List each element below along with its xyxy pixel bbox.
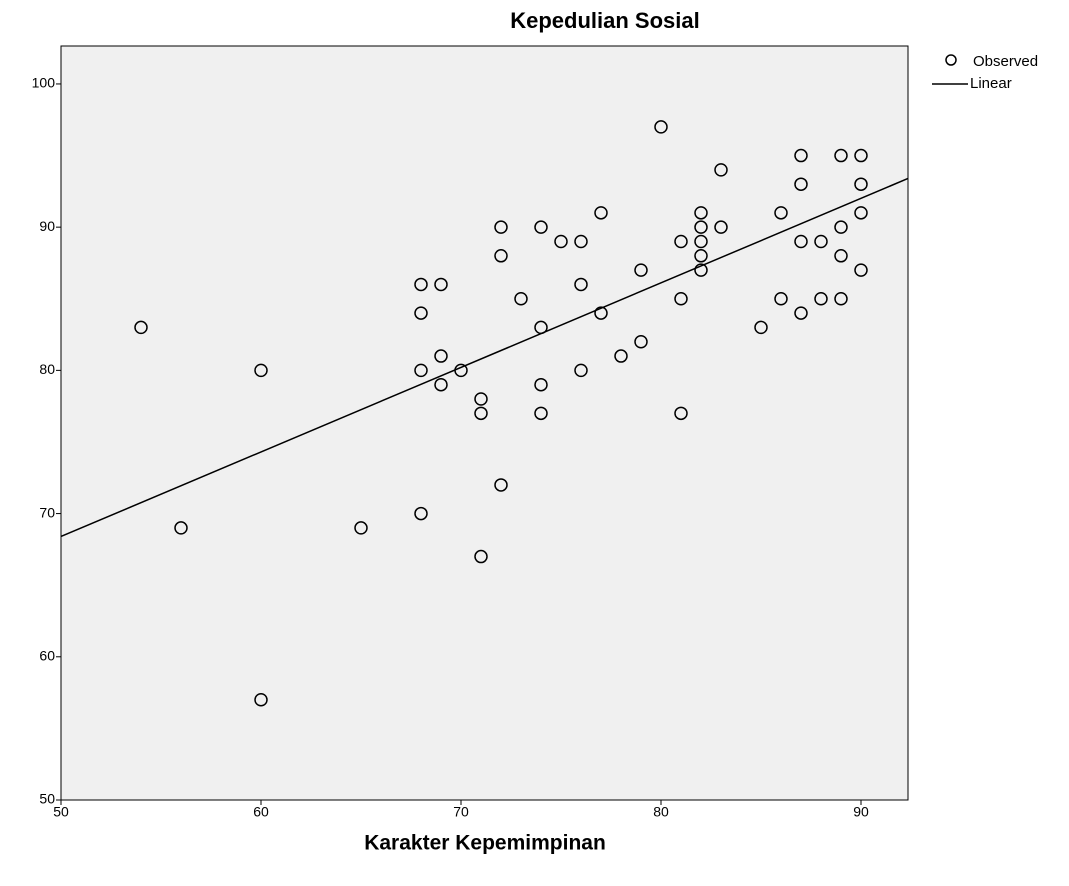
point	[834, 292, 848, 306]
point	[174, 521, 188, 535]
point	[834, 148, 848, 163]
point	[554, 234, 568, 249]
point	[534, 220, 548, 234]
y-tick-label: 80	[39, 361, 55, 377]
point	[574, 277, 588, 292]
point	[594, 206, 608, 220]
point	[434, 377, 448, 392]
point	[774, 292, 788, 306]
y-tick-label: 60	[39, 647, 55, 663]
legend-marker	[945, 54, 957, 66]
point	[414, 277, 428, 292]
chart-title: Kepedulian Sosial	[510, 8, 700, 33]
point	[634, 334, 648, 349]
point	[834, 220, 848, 234]
x-tick-label: 80	[653, 804, 669, 820]
point	[674, 406, 688, 421]
point	[494, 220, 508, 234]
point	[254, 693, 268, 707]
point	[574, 363, 588, 378]
plot-area	[60, 45, 909, 801]
point	[694, 249, 708, 263]
point	[534, 377, 548, 392]
point	[534, 406, 548, 421]
x-tick-label: 90	[853, 804, 869, 820]
fit-line	[60, 177, 909, 538]
point	[714, 220, 728, 234]
point	[854, 177, 868, 191]
point	[774, 206, 788, 220]
point	[614, 349, 628, 363]
point	[594, 306, 608, 320]
point	[414, 306, 428, 320]
point	[794, 234, 808, 249]
point	[414, 363, 428, 378]
legend-label: Observed	[973, 53, 1038, 70]
point	[254, 363, 268, 378]
point	[814, 234, 828, 249]
point	[434, 277, 448, 292]
point	[834, 249, 848, 263]
point	[694, 206, 708, 220]
point	[434, 349, 448, 363]
y-tick-label: 100	[32, 75, 56, 91]
point	[694, 220, 708, 234]
point	[714, 163, 728, 177]
point	[694, 263, 708, 277]
y-tick-label: 70	[39, 504, 55, 520]
point	[794, 177, 808, 191]
x-tick-label: 60	[253, 804, 269, 820]
point	[814, 292, 828, 306]
point	[494, 478, 508, 492]
point	[794, 306, 808, 320]
x-tick-label: 50	[53, 804, 69, 820]
point	[474, 392, 488, 406]
legend-label: Linear	[970, 75, 1012, 92]
point	[514, 292, 528, 306]
point	[354, 521, 368, 535]
point	[654, 120, 668, 134]
point	[754, 320, 768, 335]
point	[574, 234, 588, 249]
point	[674, 292, 688, 306]
point	[794, 148, 808, 163]
point	[414, 506, 428, 521]
x-tick-label: 70	[453, 804, 469, 820]
x-axis-label: Karakter Kepemimpinan	[364, 832, 606, 855]
point	[854, 206, 868, 220]
point	[674, 234, 688, 249]
y-tick-label: 90	[39, 218, 55, 234]
point	[634, 263, 648, 277]
point	[854, 263, 868, 277]
point	[694, 234, 708, 249]
point	[474, 406, 488, 421]
y-tick-label: 50	[39, 791, 55, 807]
point	[494, 249, 508, 263]
point	[474, 549, 488, 564]
point	[134, 320, 148, 335]
point	[854, 148, 868, 163]
